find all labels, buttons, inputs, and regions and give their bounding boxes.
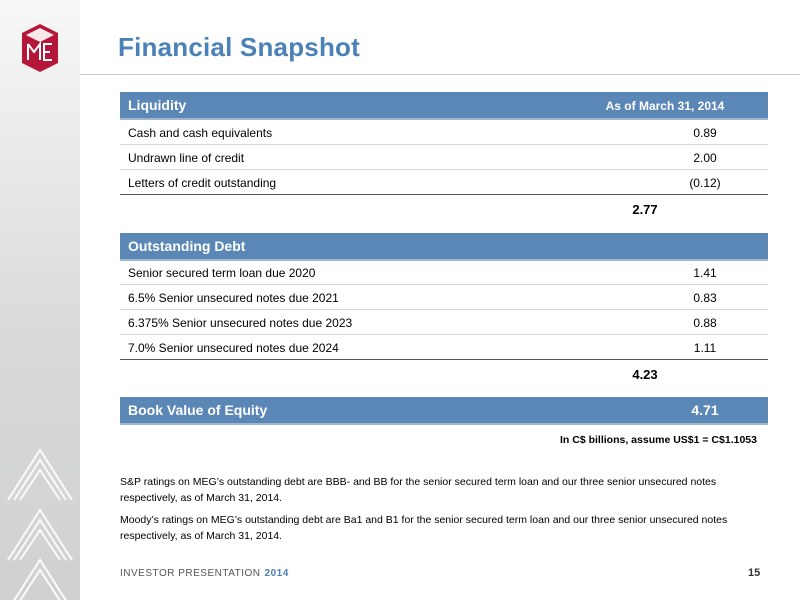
equity-value: 4.71	[691, 402, 719, 418]
title-divider	[80, 74, 800, 75]
equity-bar: Book Value of Equity 4.71	[120, 397, 768, 425]
page-number: 15	[748, 567, 761, 579]
chevron-arrows-icon	[7, 448, 73, 600]
row-label: Undrawn line of credit	[128, 151, 245, 165]
table-row: Undrawn line of credit 2.00	[120, 146, 768, 170]
table-row: 6.5% Senior unsecured notes due 2021 0.8…	[120, 286, 768, 310]
table-row: 7.0% Senior unsecured notes due 2024 1.1…	[120, 336, 768, 360]
footer-text: INVESTOR PRESENTATION	[120, 568, 261, 579]
liquidity-total: 2.77	[632, 202, 658, 217]
footer-label: INVESTOR PRESENTATION 2014	[120, 568, 289, 579]
sp-ratings-paragraph: S&P ratings on MEG’s outstanding debt ar…	[120, 476, 717, 504]
currency-note: In C$ billions, assume US$1 = C$1.1053	[560, 434, 757, 446]
table-row: 6.375% Senior unsecured notes due 2023 0…	[120, 311, 768, 335]
row-value: 0.89	[693, 126, 717, 140]
sidebar	[0, 0, 80, 600]
table-row: Senior secured term loan due 2020 1.41	[120, 261, 768, 285]
equity-label: Book Value of Equity	[128, 402, 268, 418]
row-label: Senior secured term loan due 2020	[128, 266, 316, 280]
debt-total: 4.23	[632, 367, 658, 382]
row-value: 0.83	[693, 291, 717, 305]
debt-header: Outstanding Debt	[120, 233, 768, 261]
row-value: 1.11	[693, 341, 717, 355]
meg-logo-icon	[22, 24, 58, 72]
as-of-date-label: As of March 31, 2014	[605, 99, 725, 113]
debt-header-label: Outstanding Debt	[128, 238, 246, 254]
page-title: Financial Snapshot	[118, 32, 360, 62]
moodys-ratings-paragraph: Moody’s ratings on MEG’s outstanding deb…	[120, 514, 728, 542]
row-label: 6.375% Senior unsecured notes due 2023	[128, 316, 353, 330]
table-row: Cash and cash equivalents 0.89	[120, 121, 768, 145]
row-value: 1.41	[693, 266, 717, 280]
row-value: (0.12)	[689, 176, 721, 190]
row-label: Letters of credit outstanding	[128, 176, 277, 190]
liquidity-header: Liquidity As of March 31, 2014	[120, 92, 768, 120]
row-value: 2.00	[693, 151, 717, 165]
liquidity-header-label: Liquidity	[128, 97, 187, 113]
table-row: Letters of credit outstanding (0.12)	[120, 171, 768, 195]
row-value: 0.88	[693, 316, 717, 330]
row-label: 7.0% Senior unsecured notes due 2024	[128, 341, 339, 355]
footer-year: 2014	[264, 568, 289, 579]
row-label: Cash and cash equivalents	[128, 126, 273, 140]
row-label: 6.5% Senior unsecured notes due 2021	[128, 291, 339, 305]
